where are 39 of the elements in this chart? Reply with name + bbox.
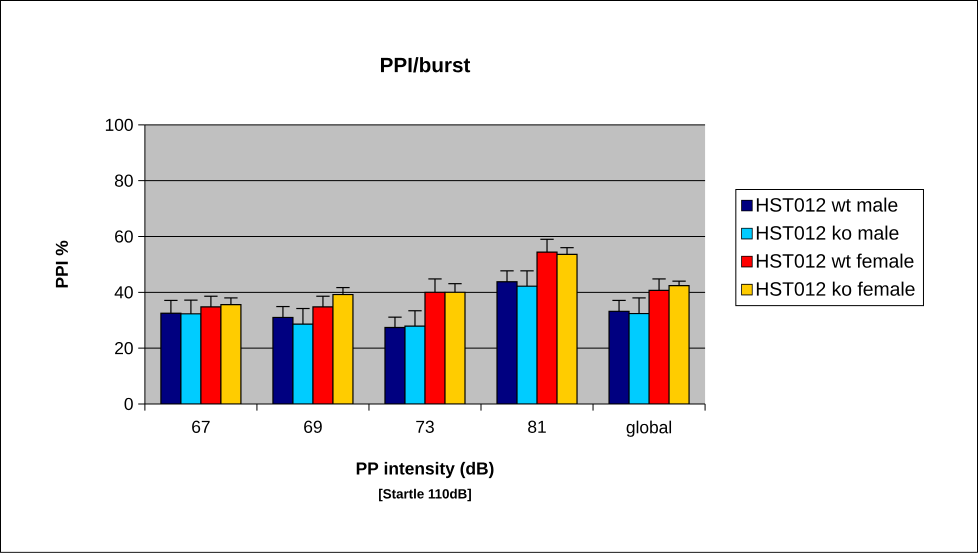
bar [608, 310, 630, 404]
bar [537, 252, 558, 404]
x-tick-label: 73 [416, 420, 434, 434]
y-tick-label: 80 [114, 174, 133, 187]
y-tick-label: 60 [115, 230, 133, 243]
bar [424, 292, 445, 404]
y-tick-label: 100 [106, 118, 133, 132]
legend-label: HST012 ko male [756, 226, 898, 240]
legend-label: HST012 ko female [756, 282, 915, 296]
chart-title: PPI/burst [380, 57, 470, 73]
x-axis-title: PP intensity (dB) [356, 462, 494, 478]
bar [557, 254, 578, 404]
bar [312, 306, 333, 404]
bar [628, 313, 650, 404]
bar [404, 326, 425, 404]
bar [292, 324, 313, 404]
x-tick-label: 81 [528, 420, 546, 434]
text: [Startle 110dB] [379, 488, 471, 502]
bar [160, 313, 181, 404]
bar [200, 306, 221, 404]
x-tick-label: 69 [304, 420, 322, 434]
bar [668, 285, 690, 404]
y-axis-title: PPI % [56, 240, 68, 288]
bar [180, 314, 201, 404]
bar [648, 290, 670, 404]
x-tick-label: global [626, 420, 672, 437]
y-tick-label: 20 [115, 342, 133, 354]
bar [444, 292, 465, 404]
bar [220, 304, 241, 404]
bar [272, 318, 293, 404]
bar [517, 286, 538, 404]
y-tick-label: 40 [114, 286, 133, 299]
bar [332, 294, 353, 404]
x-tick-label: 67 [192, 420, 210, 434]
bar [497, 282, 518, 404]
legend-label: HST012 wt female [756, 254, 914, 268]
legend-label: HST012 wt male [756, 198, 898, 212]
bar [384, 328, 405, 404]
y-tick-label: 0 [124, 398, 133, 410]
